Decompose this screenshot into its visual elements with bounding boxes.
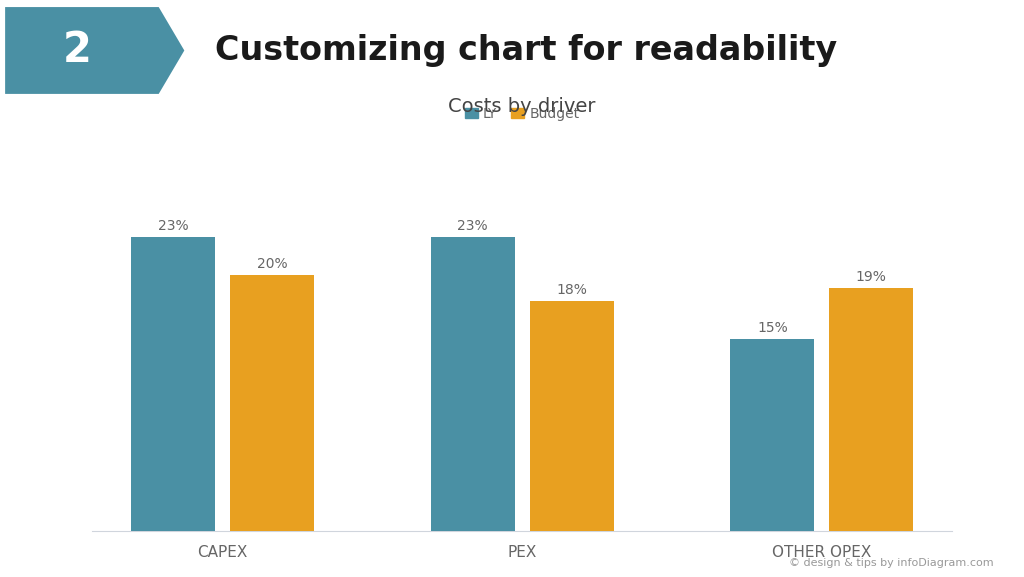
Bar bbox=[529, 301, 613, 531]
Polygon shape bbox=[5, 7, 184, 94]
Bar bbox=[431, 237, 515, 531]
Bar bbox=[730, 339, 814, 531]
Legend: LY, Budget: LY, Budget bbox=[460, 102, 585, 126]
Text: Customizing chart for readability: Customizing chart for readability bbox=[215, 34, 838, 67]
Text: 23%: 23% bbox=[458, 219, 488, 233]
Bar bbox=[829, 288, 913, 531]
Text: 2: 2 bbox=[62, 29, 91, 72]
Bar bbox=[131, 237, 215, 531]
Text: 20%: 20% bbox=[257, 257, 288, 272]
Text: 19%: 19% bbox=[856, 270, 887, 284]
Text: 15%: 15% bbox=[757, 321, 787, 335]
Text: © design & tips by infoDiagram.com: © design & tips by infoDiagram.com bbox=[788, 559, 993, 568]
Text: 18%: 18% bbox=[556, 283, 587, 297]
Bar bbox=[230, 275, 314, 531]
Text: 23%: 23% bbox=[158, 219, 188, 233]
Text: Costs by driver: Costs by driver bbox=[449, 98, 596, 116]
